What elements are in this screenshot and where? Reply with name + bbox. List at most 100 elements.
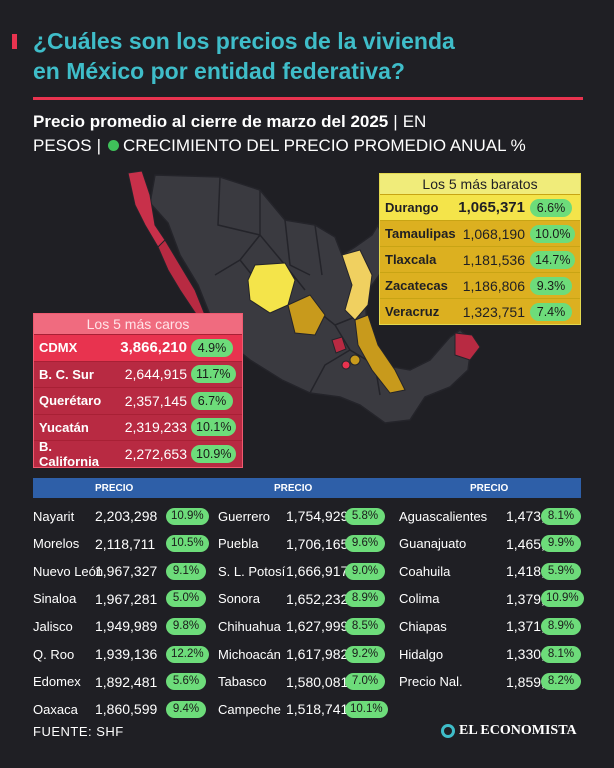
state-name: Guerrero (218, 508, 271, 524)
state-price: 3,866,210 (120, 339, 187, 357)
state-price: 1,186,806 (462, 277, 525, 294)
state-name: Q. Roo (33, 646, 75, 662)
ranked-state-row: Tlaxcala 1,181,536 14.7% (380, 246, 580, 272)
state-name: Querétaro (39, 393, 102, 409)
growth-badge: 8.5% (345, 617, 385, 635)
map-queretaro (331, 336, 347, 354)
growth-badge: 8.1% (541, 507, 581, 525)
source-note: FUENTE: SHF (33, 724, 124, 739)
growth-badge: 8.1% (541, 645, 581, 663)
growth-badge: 5.0% (166, 590, 206, 608)
growth-badge: 5.9% (541, 562, 581, 580)
growth-badge: 5.6% (166, 673, 206, 691)
state-price: 1,580,081 (286, 673, 349, 690)
state-price: 1,939,136 (95, 646, 158, 662)
growth-badge: 6.6% (530, 198, 572, 217)
growth-badge: 9.8% (166, 617, 206, 635)
state-price: 2,644,915 (124, 366, 187, 383)
state-price: 1,181,536 (462, 251, 525, 268)
growth-badge: 4.9% (191, 338, 233, 357)
subtitle: Precio promedio al cierre de marzo del 2… (33, 110, 593, 158)
el-economista-logo-icon (441, 724, 455, 738)
state-name: Nayarit (33, 508, 75, 524)
state-name: Morelos (33, 536, 80, 552)
column-header-price-2: PRECIO (274, 482, 313, 494)
growth-badge: 5.8% (345, 507, 385, 525)
state-name: Sinaloa (33, 591, 77, 607)
table-row: Sinaloa 1,967,281 5.0% (33, 588, 213, 610)
state-name: Sonora (218, 591, 260, 607)
state-name: Tabasco (218, 674, 267, 690)
growth-badge: 8.9% (541, 617, 581, 635)
state-name: B. C. Sur (39, 366, 94, 382)
most-expensive-states-box: Los 5 más caros CDMX 3,866,210 4.9% B. C. S… (33, 313, 243, 469)
state-name: Nuevo León (33, 563, 104, 579)
table-row: Precio Nal. 1,859,043 8.2% (399, 671, 589, 693)
table-row: Coahuila 1,418,753 5.9% (399, 560, 589, 582)
ranked-state-row: Yucatán 2,319,233 10.1% (34, 413, 242, 440)
state-price: 1,068,190 (462, 225, 525, 242)
table-row: Chihuahua 1,627,999 8.5% (218, 615, 398, 637)
ranked-state-row: B. C. Sur 2,644,915 11.7% (34, 360, 242, 387)
growth-badge: 12.2% (166, 645, 209, 663)
growth-badge: 10.1% (191, 418, 237, 437)
growth-legend-dot-icon (108, 140, 120, 152)
cheapest-box-title: Los 5 más baratos (380, 174, 580, 194)
state-name: Campeche (218, 701, 281, 717)
table-row: Chiapas 1,371,348 8.9% (399, 615, 589, 637)
state-price: 1,706,165 (286, 535, 349, 552)
table-row: Tabasco 1,580,081 7.0% (218, 671, 398, 693)
growth-badge: 10.9% (166, 507, 209, 525)
state-name: Durango (385, 200, 439, 215)
state-name: B. California (39, 438, 99, 469)
state-price: 1,518,741 (286, 701, 349, 718)
state-price: 1,860,599 (95, 701, 158, 718)
state-price: 1,652,232 (286, 590, 349, 607)
state-price: 1,617,982 (286, 646, 349, 662)
state-name: Edomex (33, 674, 81, 690)
subtitle-unit-2: PESOS (33, 136, 92, 155)
brand-logo: EL ECONOMISTA (441, 723, 577, 739)
state-price: 1,892,481 (95, 673, 158, 690)
state-name: Colima (399, 591, 440, 607)
table-row: Nayarit 2,203,298 10.9% (33, 505, 213, 527)
column-header-price-1: PRECIO (95, 482, 134, 494)
state-name: Tamaulipas (385, 226, 456, 241)
table-row: Jalisco 1,949,989 9.8% (33, 615, 213, 637)
map-yucatan (454, 332, 481, 361)
title-divider (33, 97, 583, 100)
ranked-state-row: Zacatecas 1,186,806 9.3% (380, 272, 580, 298)
state-price: 2,272,653 (124, 445, 187, 462)
ranked-state-row: CDMX 3,866,210 4.9% (34, 334, 242, 361)
growth-badge: 10.5% (166, 535, 209, 553)
state-name: Hidalgo (399, 646, 444, 662)
state-name: Coahuila (399, 563, 451, 579)
subtitle-separator: | (393, 112, 398, 131)
state-price: 1,967,281 (95, 590, 158, 607)
map-tamaulipas (341, 249, 373, 321)
ranked-state-row: Tamaulipas 1,068,190 10.0% (380, 220, 580, 246)
subtitle-separator-2: | (96, 136, 102, 155)
state-price: 2,357,145 (124, 392, 187, 409)
growth-badge: 8.9% (345, 590, 385, 608)
page-title: ¿Cuáles son los precios de la vivienda e… (33, 26, 593, 86)
subtitle-unit-1: EN (402, 112, 427, 131)
mexico-map (127, 170, 481, 424)
growth-badge: 10.1% (345, 700, 388, 718)
ranked-state-row: Querétaro 2,357,145 6.7% (34, 387, 242, 414)
table-row: Michoacán 1,617,982 9.2% (218, 643, 398, 665)
growth-badge: 9.1% (166, 562, 206, 580)
table-row: Nuevo León 1,967,327 9.1% (33, 560, 213, 582)
table-row: Puebla 1,706,165 9.6% (218, 533, 398, 555)
state-price: 2,118,711 (95, 535, 156, 552)
growth-badge: 7.0% (345, 673, 385, 691)
map-tlaxcala (349, 354, 361, 366)
map-veracruz (354, 314, 406, 394)
title-line-2: en México por entidad federativa? (33, 58, 405, 84)
growth-badge: 9.6% (345, 535, 385, 553)
state-price: 1,967,327 (95, 563, 158, 580)
state-name: Oaxaca (33, 701, 78, 717)
map-durango (247, 262, 296, 314)
state-price: 1,323,751 (462, 303, 525, 320)
state-name: Jalisco (33, 618, 73, 634)
